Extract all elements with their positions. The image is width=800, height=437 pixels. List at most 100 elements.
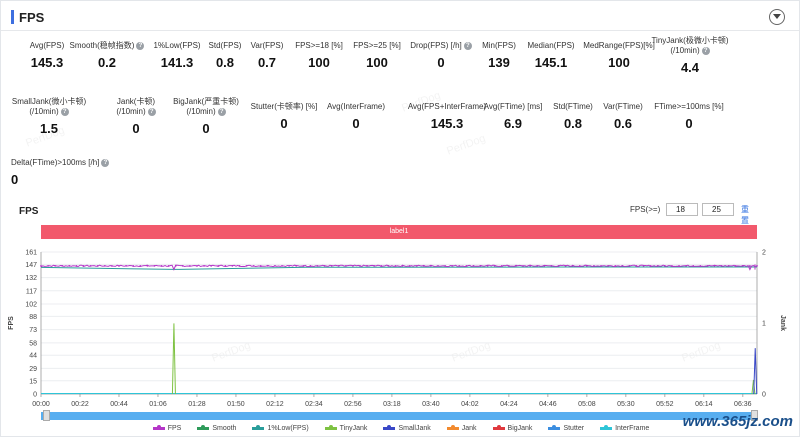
legend-swatch: [492, 425, 505, 430]
legend-item[interactable]: Stutter: [548, 425, 584, 432]
collapse-button[interactable]: [769, 9, 785, 25]
fps-point: [231, 264, 234, 267]
fps-point: [663, 264, 666, 267]
x-tick-label: 05:52: [656, 401, 674, 408]
fps-point: [706, 264, 709, 267]
fps-point: [529, 264, 532, 267]
fps-point: [727, 264, 730, 267]
legend-item[interactable]: BigJank: [492, 425, 533, 432]
y-tick-label: 161: [25, 250, 37, 257]
fps-point: [252, 264, 255, 267]
metric-value: 0.2: [97, 55, 117, 70]
fps-point: [174, 264, 177, 267]
metric-label: Smooth(稳帧指数)?: [47, 41, 167, 51]
fps-point: [749, 264, 751, 267]
x-tick-label: 01:28: [188, 401, 206, 408]
legend-item[interactable]: SmallJank: [383, 425, 431, 432]
help-icon[interactable]: ?: [101, 158, 110, 167]
metric-label: FPS>=18 [%]: [295, 41, 343, 50]
x-tick-label: 01:06: [149, 401, 167, 408]
fps-point: [103, 264, 106, 267]
fps-point: [89, 264, 92, 267]
metric-value: 0: [132, 121, 140, 136]
fps-point: [387, 264, 390, 267]
threshold-input-2[interactable]: 25: [702, 203, 734, 216]
legend-swatch: [446, 425, 459, 430]
fps-point: [160, 264, 163, 267]
fps-point: [571, 264, 574, 267]
panel-title: FPS: [19, 10, 45, 25]
metric-value: 1.5: [39, 121, 59, 136]
fps-point: [401, 264, 404, 267]
x-tick-label: 00:44: [110, 401, 128, 408]
metric-label-unit: (/10min)?: [146, 107, 266, 117]
help-icon[interactable]: ?: [701, 46, 710, 55]
series-line-fps: [40, 264, 758, 271]
fps-point: [316, 264, 319, 267]
metric-cell: SmallJank(微小卡顿) (/10min)? 1.5: [0, 97, 109, 137]
scrollbar-right-handle[interactable]: [751, 410, 758, 421]
metric-cell: FTime>=100ms [%] 0: [629, 102, 749, 132]
x-tick-label: 04:02: [461, 401, 479, 408]
fps-point: [472, 264, 475, 267]
y-axis-title: FPS: [8, 316, 15, 330]
metric-value: 145.3: [430, 116, 464, 131]
fps-point: [607, 264, 610, 267]
legend-label: BigJank: [507, 425, 533, 432]
spike-tinyjank: [171, 323, 176, 395]
legend-item[interactable]: FPS: [152, 425, 181, 432]
metric-label: Std(FTime): [553, 102, 593, 111]
fps-chart[interactable]: 0 15 29 44 58 73 88 102 117 132 147 161 0 1 2 00:00 00:2…: [1, 244, 800, 410]
help-icon[interactable]: ?: [217, 107, 226, 116]
metric-label: Avg(FPS): [29, 41, 65, 50]
fps-point: [479, 264, 482, 267]
fps-point: [713, 264, 716, 267]
metric-cell: MedRange(FPS)[%] 100: [559, 41, 679, 71]
metric-cell: 1%Low(FPS) 141.3: [117, 41, 237, 71]
timeline-scrollbar[interactable]: [41, 412, 757, 420]
help-icon[interactable]: ?: [463, 41, 472, 50]
label-band[interactable]: label1: [41, 225, 757, 239]
fps-point: [600, 264, 602, 267]
threshold-input-1[interactable]: 18: [666, 203, 698, 216]
y-tick-label: 102: [25, 302, 37, 309]
y2-tick-label: 0: [762, 392, 766, 399]
help-icon[interactable]: ?: [136, 41, 145, 50]
fps-point: [621, 264, 624, 267]
fps-point: [557, 264, 560, 267]
fps-point: [281, 264, 283, 267]
legend-item[interactable]: Jank: [446, 425, 477, 432]
legend-item[interactable]: InterFrame: [600, 425, 649, 432]
scrollbar-left-handle[interactable]: [43, 410, 50, 421]
y-tick-label: 44: [29, 353, 37, 360]
y-tick-label: 73: [29, 327, 37, 334]
fps-point: [593, 264, 595, 267]
fps-point: [323, 264, 326, 267]
y-tick-label: 58: [29, 340, 37, 347]
metric-cell: Var(FPS) 0.7: [207, 41, 327, 71]
legend-swatch: [197, 425, 210, 430]
metric-cell: FPS>=18 [%] 100: [259, 41, 379, 71]
x-tick-label: 00:22: [71, 401, 89, 408]
help-icon[interactable]: ?: [147, 107, 156, 116]
legend-item[interactable]: Smooth: [197, 425, 236, 432]
fps-point: [437, 264, 439, 267]
legend-item[interactable]: TinyJank: [324, 425, 368, 432]
fps-point: [614, 264, 617, 267]
fps-point: [699, 264, 702, 267]
legend-label: TinyJank: [339, 425, 368, 432]
y-tick-label: 88: [29, 314, 37, 321]
metric-label-unit: (/10min)?: [630, 46, 750, 56]
metric-label: Var(FTime): [603, 102, 643, 111]
fps-point: [359, 264, 361, 267]
metric-label-unit: (/10min)?: [76, 107, 196, 117]
help-icon[interactable]: ?: [60, 107, 69, 116]
x-tick-label: 02:56: [344, 401, 362, 408]
y2-tick-label: 2: [762, 250, 766, 257]
metric-label: Median(FPS): [527, 41, 575, 50]
x-tick-label: 05:08: [578, 401, 596, 408]
chart-title: FPS: [19, 206, 39, 217]
metric-label: 1%Low(FPS): [153, 41, 201, 50]
reset-button[interactable]: 重置: [741, 205, 749, 225]
legend-item[interactable]: 1%Low(FPS): [252, 425, 309, 432]
